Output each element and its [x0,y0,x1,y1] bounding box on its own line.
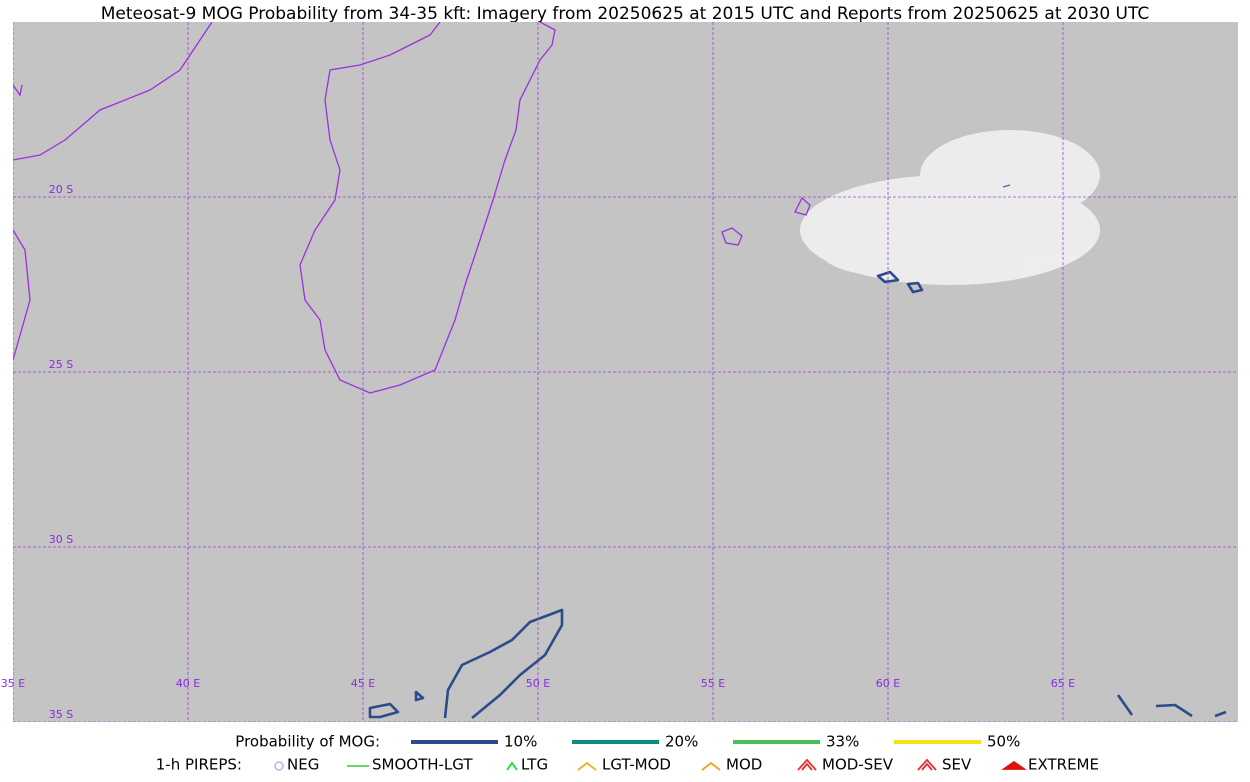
legend-entry: 10% [504,733,537,751]
pirep-symbol [797,758,817,771]
lat-label: 25 S [49,358,73,371]
coastline-mauritius [794,184,1011,216]
title: Meteosat-9 MOG Probability from 34-35 kf… [101,4,1150,24]
map [13,22,1238,722]
lon-label: 40 E [176,677,200,690]
lat-label: 30 S [49,533,73,546]
legend-label: 1-h PIREPS: [156,756,242,774]
legend-entry: 33% [826,733,859,751]
cloud-cluster [800,130,1100,285]
coastline-madagascar [299,22,556,394]
legend-entry: EXTREME [1028,756,1099,774]
legend: Probability of MOG: 10% 20% 33% 50% 1-h PIREP… [156,733,1099,774]
legend-entry: 50% [987,733,1020,751]
lon-label: 55 E [701,677,725,690]
pirep-symbol [701,761,721,771]
legend-entry: LTG [521,756,548,774]
lon-label: 60 E [876,677,900,690]
graticule-labels: 35 E 40 E 45 E 50 E 55 E 60 E 65 E 20 S 25 S 30 S… [1,183,1075,721]
legend-entry: MOD-SEV [822,756,894,774]
pirep-symbol [1001,760,1027,770]
pirep-symbol [577,761,597,771]
contour-10 [368,270,1227,720]
legend-entry: 20% [665,733,698,751]
legend-entry: MOD [726,756,762,774]
lon-label: 45 E [351,677,375,690]
legend-entry: SEV [942,756,972,774]
lat-label: 35 S [49,708,73,721]
legend-label: Probability of MOG: [235,733,380,751]
legend-entry: NEG [287,756,319,774]
lat-label: 20 S [49,183,73,196]
pirep-symbol [917,758,937,771]
coastline-africa [13,22,213,361]
lon-label: 65 E [1051,677,1075,690]
graticule [13,22,1238,722]
legend-entry: SMOOTH-LGT [372,756,473,774]
coastline-reunion [721,227,743,246]
lon-label: 35 E [1,677,25,690]
pirep-symbol [506,761,518,771]
legend-entry: LGT-MOD [602,756,671,774]
pirep-symbol [274,761,284,771]
lon-label: 50 E [526,677,550,690]
